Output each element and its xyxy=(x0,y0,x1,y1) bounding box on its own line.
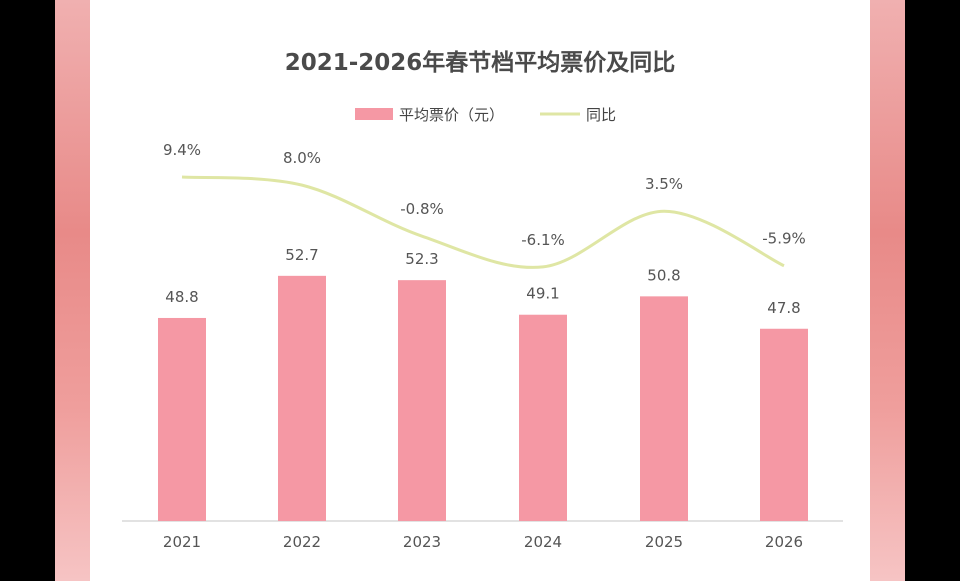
yoy-line xyxy=(181,175,785,269)
bar-label-2025: 50.8 xyxy=(647,266,680,284)
bar-label-2022: 52.7 xyxy=(285,246,318,264)
bar-label-2021: 48.8 xyxy=(165,288,198,306)
line-label-2026: -5.9% xyxy=(762,230,806,248)
legend: 平均票价（元） 同比 xyxy=(355,106,616,124)
bar-label-2026: 47.8 xyxy=(767,299,800,317)
bar-2026 xyxy=(760,328,808,521)
x-tick-2022: 2022 xyxy=(283,533,321,551)
x-tick-2026: 2026 xyxy=(765,533,803,551)
line-label-2023: -0.8% xyxy=(400,200,444,218)
bar-label-2023: 52.3 xyxy=(405,250,438,268)
right-decorative-frame xyxy=(870,0,905,581)
bar-2023 xyxy=(398,280,446,521)
bar-2024 xyxy=(519,314,567,521)
x-tick-2023: 2023 xyxy=(403,533,441,551)
x-tick-2024: 2024 xyxy=(524,533,562,551)
x-tick-2021: 2021 xyxy=(163,533,201,551)
x-tick-2025: 2025 xyxy=(645,533,683,551)
line-label-2021: 9.4% xyxy=(163,141,201,159)
bar-label-2024: 49.1 xyxy=(526,285,559,303)
chart-title: 2021-2026年春节档平均票价及同比 xyxy=(285,49,676,76)
bar-2022 xyxy=(278,275,326,521)
bar-2021 xyxy=(158,317,206,521)
bar-2025 xyxy=(640,296,688,521)
legend-label-line: 同比 xyxy=(586,106,616,124)
legend-label-bar: 平均票价（元） xyxy=(399,106,504,124)
line-label-2025: 3.5% xyxy=(645,175,683,193)
line-label-2022: 8.0% xyxy=(283,149,321,167)
left-decorative-frame xyxy=(55,0,90,581)
legend-swatch-bar xyxy=(355,108,393,120)
line-label-2024: -6.1% xyxy=(521,231,565,249)
chart-panel xyxy=(90,0,870,581)
